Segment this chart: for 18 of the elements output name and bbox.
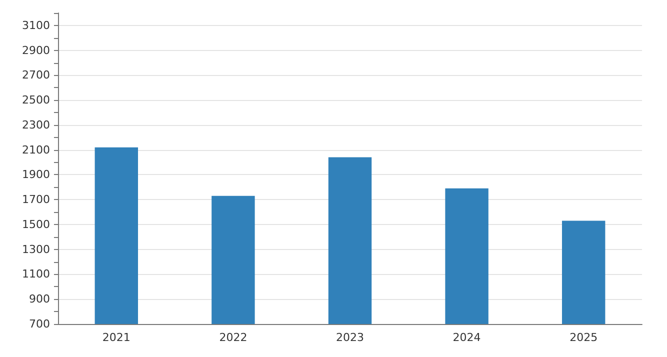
y-tick-label: 2900 [22, 44, 50, 57]
x-tick-label: 2024 [452, 331, 481, 344]
y-tick-label: 2700 [22, 68, 50, 82]
y-tick-label: 1300 [22, 242, 50, 256]
y-tick-label: 2300 [22, 118, 50, 132]
y-tick-label: 2100 [22, 143, 50, 156]
y-tick-label: 3100 [22, 18, 50, 32]
x-tick-label: 2023 [336, 331, 364, 344]
y-tick-label: 700 [29, 318, 50, 330]
y-tick-label: 1500 [22, 218, 50, 231]
x-tick-label: 2025 [570, 331, 598, 344]
y-tick-label: 900 [29, 292, 50, 306]
y-tick-label: 1900 [22, 168, 50, 182]
y-tick-label: 1100 [22, 268, 50, 281]
y-tick-label: 1700 [22, 193, 50, 206]
x-tick-label: 2022 [219, 331, 248, 344]
y-tick-label: 2500 [22, 94, 50, 107]
x-tick-label: 2021 [102, 331, 130, 344]
